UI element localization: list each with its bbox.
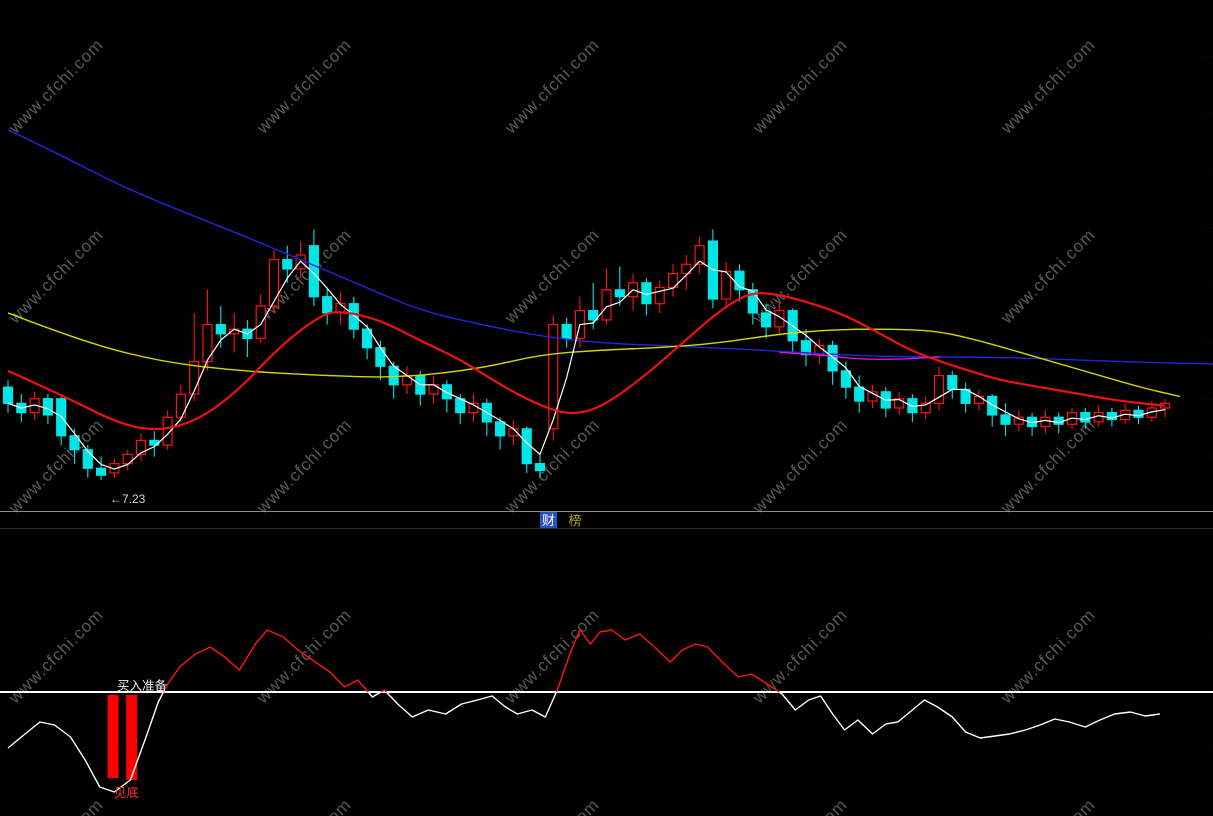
tab-cai-highlight xyxy=(540,512,557,528)
signal-bar xyxy=(126,695,138,780)
bottom-signal-label: 见底 xyxy=(114,785,139,800)
tab-cai[interactable]: 财 xyxy=(542,513,555,528)
buy-ready-label: 买入准备 xyxy=(117,679,168,693)
tab-bang[interactable]: 榜 xyxy=(568,513,581,528)
ma-lines-layer xyxy=(7,129,1213,470)
indicator-panel xyxy=(0,629,1213,793)
price-low-annotation: ←7.23 xyxy=(110,492,146,506)
panel-separator: 财 榜 xyxy=(0,511,1213,529)
signal-bar xyxy=(107,695,119,778)
